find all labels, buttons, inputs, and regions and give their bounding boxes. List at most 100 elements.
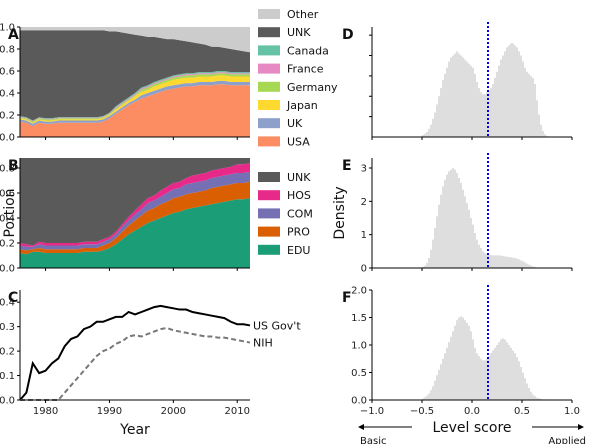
y-tick-label-E-0: 0 [361, 264, 367, 275]
x-tick-label-F-0: −1.0 [360, 406, 384, 417]
x-tick-label-C-3: 2010 [224, 406, 249, 417]
hist-bar-E-20 [462, 189, 464, 268]
x-tick-label-C-1: 1990 [97, 406, 122, 417]
hist-bar-D-28 [478, 88, 480, 137]
area-A-unk [20, 30, 250, 121]
x-tick-label-F-3: 0.5 [514, 406, 530, 417]
area-A-other [20, 27, 250, 53]
hist-bar-F-5 [432, 386, 434, 400]
hist-bar-D-50 [522, 61, 524, 137]
area-B-pro [20, 181, 250, 255]
hist-bar-E-54 [530, 265, 532, 268]
legend-swatch-A-germany [258, 81, 280, 92]
legend-swatch-A-usa [258, 136, 280, 147]
hist-bar-D-6 [434, 112, 436, 137]
x-axis-label-C: Year [119, 422, 150, 438]
hist-bar-D-45 [512, 43, 514, 137]
legend-label-B-hos: HOS [287, 189, 311, 202]
hist-bar-E-36 [494, 255, 496, 268]
hist-bar-F-10 [442, 358, 444, 400]
hist-bar-E-39 [500, 255, 502, 268]
hist-bar-F-49 [520, 367, 522, 400]
area-B-hos [20, 163, 250, 247]
hist-bar-F-24 [470, 331, 472, 400]
panel-E: 0 1 2 3 Density [332, 153, 573, 275]
area-B-unk [20, 158, 250, 246]
hist-bar-D-44 [510, 43, 512, 137]
y-tick-label-F-1: 0.5 [351, 368, 367, 379]
hist-bar-E-38 [498, 255, 500, 268]
legend-label-B-edu: EDU [287, 244, 310, 257]
y-tick-label-A-0: 0.0 [0, 133, 15, 144]
y-tick-label-F-4: 2.0 [351, 286, 367, 297]
hist-bar-D-17 [456, 51, 458, 137]
line-nih [20, 326, 251, 401]
panel-letter-E: E [342, 158, 352, 174]
hist-bar-E-1 [424, 265, 426, 268]
area-B-com [20, 171, 250, 251]
hist-bar-D-21 [464, 59, 466, 138]
hist-bar-D-41 [504, 51, 506, 137]
hist-bar-D-46 [514, 45, 516, 137]
hist-bar-E-8 [438, 204, 440, 268]
hist-bar-F-20 [462, 317, 464, 400]
hist-bar-E-25 [472, 224, 474, 268]
legend-label-A-other: Other [287, 8, 319, 21]
hist-bar-E-29 [480, 248, 482, 268]
arrow-left-head [358, 424, 364, 430]
legend-label-B-pro: PRO [287, 226, 310, 239]
panel-letter-F: F [342, 290, 352, 306]
y-tick-label-C-3: 0.3 [0, 322, 15, 333]
hist-bar-D-27 [476, 82, 478, 137]
area-A-japan [20, 75, 250, 124]
hist-bar-F-41 [504, 339, 506, 400]
hist-bar-D-31 [484, 94, 486, 137]
hist-bar-D-7 [436, 104, 438, 137]
legend-swatch-A-uk [258, 118, 280, 129]
hist-bar-E-30 [482, 251, 484, 268]
hist-bar-F-43 [508, 345, 510, 400]
hist-bar-E-26 [474, 233, 476, 268]
hist-bar-F-15 [452, 331, 454, 400]
hist-bar-E-44 [510, 257, 512, 268]
hist-bar-F-26 [474, 347, 476, 400]
area-A-usa [20, 84, 250, 137]
hist-bar-E-17 [456, 173, 458, 268]
hist-bar-E-18 [458, 178, 460, 268]
hist-bar-D-35 [492, 84, 494, 137]
hist-bar-F-30 [482, 360, 484, 400]
legend-label-B-com: COM [287, 207, 313, 220]
y-tick-label-A-1: 0.2 [0, 111, 15, 122]
arrow-left-label: Basic [360, 436, 386, 444]
hist-bar-E-46 [514, 258, 516, 268]
legend-swatch-A-japan [258, 100, 280, 110]
legend-swatch-B-com [258, 208, 280, 219]
y-tick-label-C-1: 0.1 [0, 371, 15, 382]
y-tick-label-F-0: 0.0 [351, 396, 367, 407]
hist-bar-D-37 [496, 71, 498, 137]
hist-bar-E-11 [444, 179, 446, 268]
hist-bar-E-31 [484, 253, 486, 268]
hist-bar-E-12 [446, 174, 448, 268]
hist-bar-D-54 [530, 75, 532, 137]
hist-bar-E-19 [460, 183, 462, 268]
hist-bar-E-55 [532, 266, 534, 268]
panel-A: 0.0 0.2 0.4 0.6 0.8 1.0 Other UNK Canada France Ge… [0, 8, 338, 148]
hist-bar-E-51 [524, 262, 526, 268]
y-tick-label-B-0: 0.0 [0, 264, 15, 275]
hist-bar-D-51 [524, 67, 526, 137]
hist-bar-D-24 [470, 65, 472, 137]
line-us-gov-t [19, 304, 251, 401]
hist-bar-F-51 [524, 378, 526, 400]
hist-bar-E-21 [464, 196, 466, 268]
y-tick-label-E-3: 3 [361, 164, 367, 175]
hist-bar-D-26 [474, 73, 476, 137]
hist-bar-F-58 [538, 398, 540, 400]
hist-bar-E-45 [512, 257, 514, 268]
hist-bar-D-60 [542, 130, 544, 137]
hist-bar-D-12 [446, 67, 448, 137]
hist-bar-E-5 [432, 239, 434, 268]
hist-bar-F-45 [512, 350, 514, 400]
hist-bar-D-61 [544, 134, 546, 137]
